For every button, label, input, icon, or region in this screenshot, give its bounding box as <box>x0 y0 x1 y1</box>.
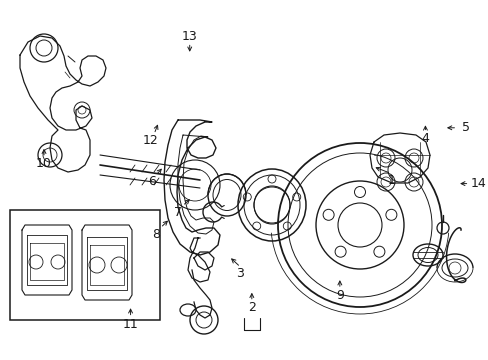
Text: 1: 1 <box>386 174 394 186</box>
Text: 7: 7 <box>174 206 182 219</box>
Text: 5: 5 <box>461 121 468 134</box>
Text: 6: 6 <box>147 175 155 188</box>
Text: 4: 4 <box>421 132 428 145</box>
Text: 13: 13 <box>182 30 197 42</box>
Text: 9: 9 <box>335 289 343 302</box>
Bar <box>10 210 160 320</box>
Text: 8: 8 <box>152 228 160 240</box>
Text: 14: 14 <box>469 177 485 190</box>
Text: 10: 10 <box>36 157 52 170</box>
Text: 3: 3 <box>235 267 243 280</box>
Text: 12: 12 <box>142 134 158 147</box>
Text: 2: 2 <box>247 301 255 314</box>
Text: 11: 11 <box>122 318 138 330</box>
